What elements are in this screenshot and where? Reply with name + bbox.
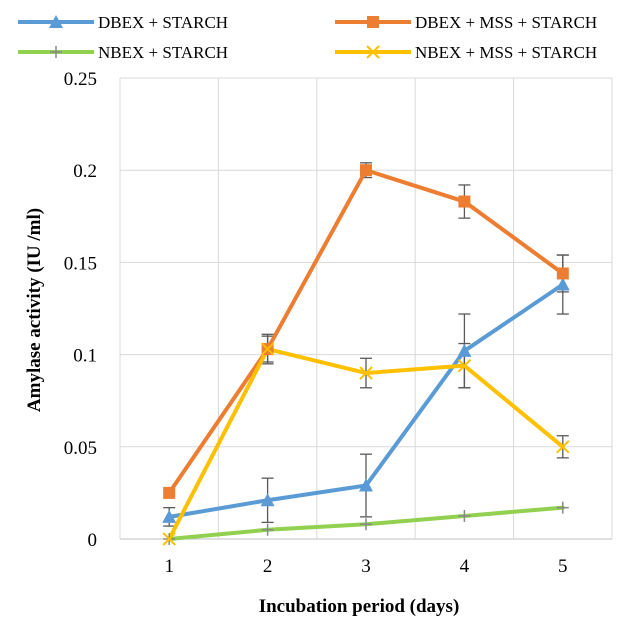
- legend-label: NBEX + MSS + STARCH: [415, 43, 597, 62]
- y-tick-label: 0.05: [64, 438, 97, 459]
- x-axis-title: Incubation period (days): [259, 596, 460, 617]
- data-point: [458, 195, 471, 208]
- legend-swatch-marker: [366, 45, 380, 59]
- x-marker-b: [162, 532, 176, 546]
- x-marker-b: [260, 342, 275, 356]
- x-tick-label: 5: [558, 556, 568, 577]
- data-point: [260, 493, 275, 507]
- data-point: [556, 267, 569, 280]
- data-point: [556, 501, 569, 514]
- data-point: [556, 440, 570, 454]
- x-tick-label: 4: [460, 556, 470, 577]
- series-markers: [162, 164, 570, 546]
- y-tick-label: 0.1: [73, 346, 97, 367]
- data-point: [163, 486, 176, 499]
- data-point: [457, 343, 472, 357]
- data-point: [162, 532, 176, 546]
- x-marker-b: [359, 366, 373, 380]
- legend-entry: NBEX + MSS + STARCH: [335, 43, 597, 62]
- y-tick-label: 0.25: [64, 69, 97, 90]
- x-tick-label: 2: [263, 556, 273, 577]
- y-axis-title: Amylase activity (IU /ml): [24, 208, 45, 412]
- y-tick-label: 0.2: [73, 161, 97, 182]
- legend-swatch-marker: [49, 15, 63, 28]
- legend-swatch-marker: [367, 16, 379, 28]
- legend-entry: NBEX + STARCH: [18, 43, 228, 62]
- x-marker-b: [457, 358, 472, 373]
- legend: DBEX + STARCH DBEX + MSS + STARCH NBEX + S…: [18, 13, 597, 62]
- data-point: [359, 366, 373, 380]
- y-tick-label: 0: [88, 530, 98, 551]
- data-point: [261, 523, 274, 536]
- x-tick-label: 3: [361, 556, 371, 577]
- legend-entry: DBEX + STARCH: [18, 13, 228, 32]
- x-tick-label: 1: [164, 556, 174, 577]
- x-marker-b: [556, 440, 570, 454]
- data-point: [457, 358, 472, 373]
- error-bars: [163, 162, 569, 527]
- legend-label: DBEX + MSS + STARCH: [415, 13, 597, 32]
- data-point: [162, 509, 177, 523]
- data-point: [360, 518, 372, 531]
- data-point: [555, 277, 570, 291]
- x-marker-b: [366, 45, 380, 59]
- data-point: [360, 164, 372, 177]
- series-line-2: [167, 168, 565, 495]
- legend-swatch-marker: [50, 46, 62, 58]
- y-tick-label: 0.15: [64, 253, 97, 274]
- legend-entry: DBEX + MSS + STARCH: [335, 13, 597, 32]
- tick-labels: 0 0.05 0.1 0.15 0.2 0.25 1 2 3 4 5: [64, 69, 568, 577]
- legend-label: DBEX + STARCH: [98, 13, 228, 32]
- data-point: [260, 342, 275, 356]
- data-point: [359, 478, 373, 492]
- data-point: [458, 509, 471, 522]
- legend-label: NBEX + STARCH: [98, 43, 228, 62]
